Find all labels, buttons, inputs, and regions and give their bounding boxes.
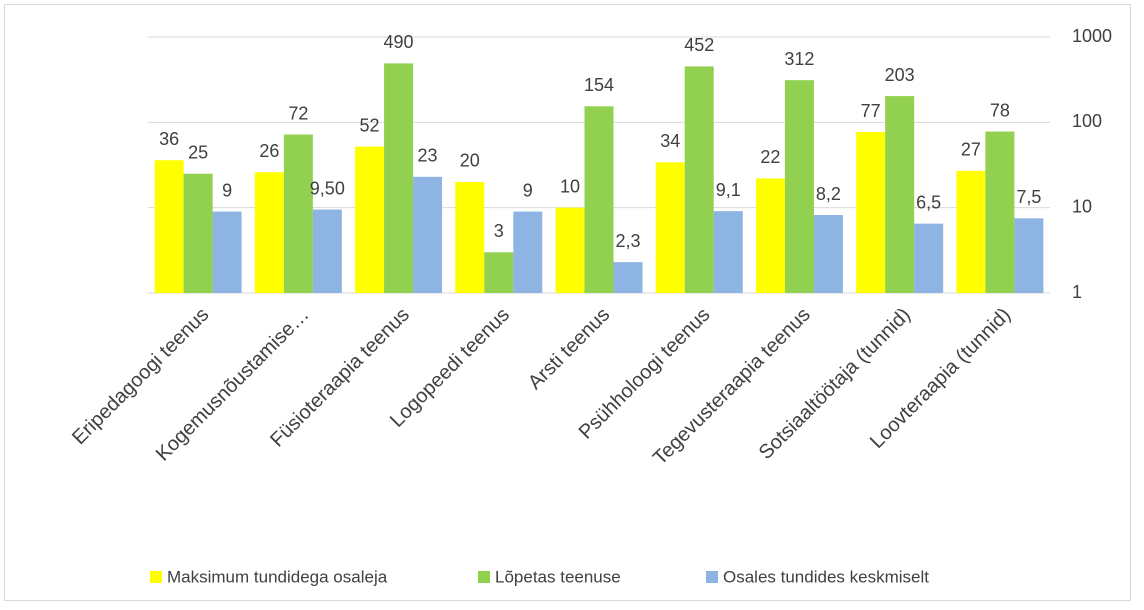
data-label: 490 <box>384 32 414 52</box>
legend-label: Maksimum tundidega osaleja <box>167 567 388 586</box>
bar <box>484 252 514 293</box>
legend-swatch <box>478 571 490 583</box>
legend-swatch <box>706 571 718 583</box>
bar <box>655 162 685 293</box>
data-label: 26 <box>259 141 279 161</box>
data-label: 36 <box>159 129 179 149</box>
bar <box>384 63 414 293</box>
bar <box>684 66 714 293</box>
data-label: 77 <box>861 101 881 121</box>
bar <box>455 181 485 293</box>
bar <box>183 173 213 293</box>
legend-swatch <box>150 571 162 583</box>
data-label: 3 <box>494 221 504 241</box>
data-label: 2,3 <box>615 231 640 251</box>
bar <box>212 211 242 293</box>
bar <box>755 178 785 293</box>
bar <box>513 211 543 293</box>
bar <box>956 170 986 293</box>
bar <box>283 134 313 293</box>
bar <box>813 215 843 293</box>
legend-label: Osales tundides keskmiselt <box>723 567 929 586</box>
bar <box>856 132 886 293</box>
data-label: 203 <box>885 65 915 85</box>
y-tick-label: 1 <box>1072 282 1082 302</box>
bar <box>312 209 342 293</box>
bar <box>584 106 614 293</box>
bar <box>413 176 443 293</box>
y-tick-label: 1000 <box>1072 26 1112 46</box>
data-label: 8,2 <box>816 184 841 204</box>
data-label: 52 <box>360 115 380 135</box>
bar <box>555 207 585 293</box>
data-label: 154 <box>584 75 614 95</box>
data-label: 25 <box>188 142 208 162</box>
data-label: 9,50 <box>310 178 345 198</box>
data-label: 6,5 <box>916 192 941 212</box>
data-label: 9 <box>222 180 232 200</box>
bar <box>254 172 284 293</box>
bar <box>985 131 1015 293</box>
data-label: 9,1 <box>716 180 741 200</box>
chart-border <box>4 4 1131 601</box>
data-label: 72 <box>288 103 308 123</box>
bar <box>713 211 743 293</box>
data-label: 22 <box>760 147 780 167</box>
bar <box>355 146 385 293</box>
data-label: 312 <box>784 49 814 69</box>
data-label: 10 <box>560 176 580 196</box>
bar <box>885 96 915 293</box>
bar <box>784 80 814 294</box>
data-label: 20 <box>460 151 480 171</box>
bar <box>154 160 184 293</box>
data-label: 23 <box>418 146 438 166</box>
bar <box>613 262 643 293</box>
data-label: 7,5 <box>1016 187 1041 207</box>
bar <box>1014 218 1044 293</box>
data-label: 452 <box>684 35 714 55</box>
legend-label: Lõpetas teenuse <box>495 567 621 586</box>
data-label: 9 <box>523 180 533 200</box>
data-label: 34 <box>660 131 680 151</box>
data-label: 78 <box>990 100 1010 120</box>
y-tick-label: 100 <box>1072 111 1102 131</box>
y-tick-label: 10 <box>1072 196 1092 216</box>
bar <box>914 223 944 293</box>
data-label: 27 <box>961 140 981 160</box>
